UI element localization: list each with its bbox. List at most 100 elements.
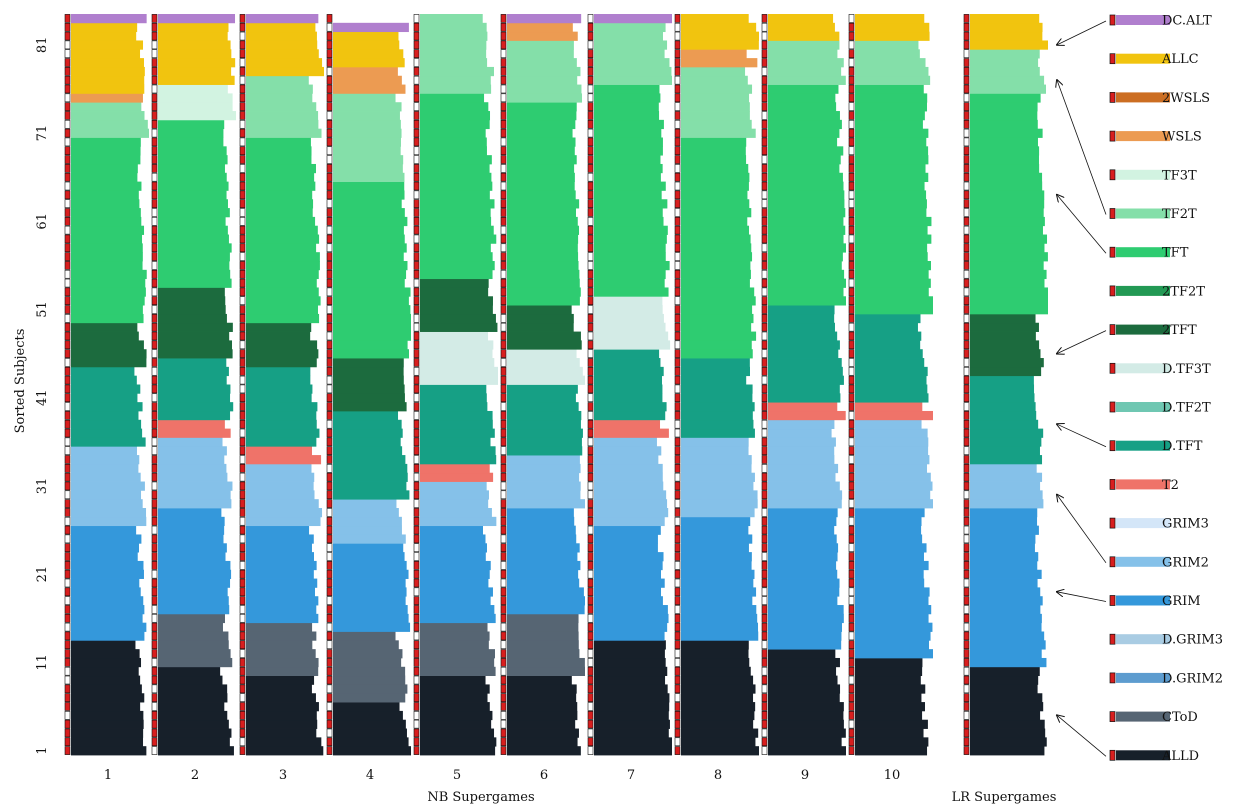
bar-alld <box>158 737 230 747</box>
indicator-cell <box>239 613 246 623</box>
indicator-cell <box>413 446 420 455</box>
bar-alld <box>970 719 1045 729</box>
indicator-cell <box>674 102 681 111</box>
indicator-cell <box>761 393 768 403</box>
legend-indicator <box>1109 711 1116 722</box>
legend-indicator <box>1109 246 1116 258</box>
indicator-cell <box>64 340 71 350</box>
bar-tft <box>681 322 752 332</box>
indicator-cell <box>761 340 768 350</box>
bar-tft <box>333 199 402 209</box>
indicator-cell <box>587 587 594 597</box>
bar-tft <box>246 296 321 306</box>
indicator-cell <box>761 358 768 367</box>
indicator-cell <box>326 463 333 473</box>
bar-d-tft <box>507 428 583 438</box>
indicator-cell <box>500 331 507 341</box>
indicator-cell <box>500 746 507 755</box>
bar-alld <box>594 728 669 738</box>
bar-ctod <box>158 631 229 641</box>
bar-grim <box>970 508 1038 518</box>
bar-tf2t <box>768 49 838 59</box>
bar-alld <box>71 719 144 729</box>
indicator-cell <box>674 14 681 23</box>
indicator-cell <box>326 31 333 41</box>
indicator-cell <box>500 658 507 667</box>
bar-tft <box>855 163 926 174</box>
indicator-cell <box>963 146 970 156</box>
indicator-cell <box>151 22 158 32</box>
indicator-cell <box>239 146 246 156</box>
indicator-cell <box>413 331 420 341</box>
indicator-cell <box>326 278 333 288</box>
bar-grim2 <box>594 508 669 518</box>
bar-ctod <box>333 640 399 650</box>
bar-ctod <box>333 657 402 668</box>
bar-tft <box>71 234 143 244</box>
indicator-cell <box>239 172 246 182</box>
indicator-cell <box>326 525 333 535</box>
x-tick-label: 2 <box>191 768 199 783</box>
bar-tft <box>768 199 845 209</box>
bar-d-tft <box>681 366 750 377</box>
bar-tf2t <box>507 49 574 59</box>
bar-grim2 <box>71 455 140 465</box>
indicator-cell <box>64 14 71 23</box>
bar-grim <box>681 605 757 615</box>
indicator-cell <box>848 437 855 447</box>
indicator-cell <box>674 31 681 41</box>
indicator-cell <box>326 746 333 755</box>
panel-nb-7: 7 <box>587 14 672 783</box>
bar-d-tft <box>507 437 582 447</box>
legend-swatch <box>1116 131 1170 142</box>
bar-grim <box>507 552 578 562</box>
indicator-cell <box>761 314 768 323</box>
indicator-cell <box>413 516 420 526</box>
bar-tft <box>420 163 490 174</box>
bar-grim <box>507 569 579 579</box>
indicator-cell <box>963 172 970 182</box>
bar-d-tft <box>420 402 488 412</box>
bar-d-tf3t <box>507 366 583 377</box>
indicator-cell <box>64 613 71 623</box>
legend-swatch <box>1116 672 1170 683</box>
y-tick-label: 81 <box>35 37 50 54</box>
bar-allc <box>333 49 404 59</box>
indicator-cell <box>761 481 768 491</box>
bar-tft <box>681 146 746 156</box>
bar-d-tft <box>768 375 844 385</box>
bar-alld <box>507 675 572 685</box>
indicator-cell <box>761 164 768 173</box>
indicator-cell <box>963 437 970 447</box>
bar-grim <box>594 569 662 579</box>
indicator-cell <box>674 534 681 544</box>
bar-alld <box>855 746 928 756</box>
bar-alld <box>71 746 147 756</box>
bar-tft <box>246 208 313 218</box>
bar-tf2t <box>420 49 487 59</box>
indicator-cell <box>413 455 420 464</box>
indicator-cell <box>239 216 246 226</box>
bar-tft <box>594 84 660 94</box>
indicator-cell <box>64 208 71 217</box>
bar-d-tft <box>855 340 921 350</box>
bar-grim <box>420 605 495 615</box>
bar-alld <box>681 728 759 738</box>
bar-2tft <box>71 331 139 341</box>
indicator-cell <box>326 596 333 605</box>
indicator-cell <box>151 561 158 570</box>
indicator-cell <box>413 128 420 138</box>
indicator-cell <box>239 737 246 747</box>
bar-tft <box>768 172 843 183</box>
legend-indicator <box>1109 285 1116 297</box>
legend-item-ctod: CToD <box>1109 710 1198 725</box>
legend-label: GRIM <box>1162 594 1201 609</box>
bar-alld <box>420 737 497 747</box>
bar-grim <box>246 587 315 597</box>
bar-tft <box>507 243 578 253</box>
bar-d-tft <box>594 375 663 385</box>
bar-grim <box>246 543 312 553</box>
indicator-cell <box>848 190 855 200</box>
indicator-cell <box>326 737 333 747</box>
bar-grim <box>246 596 319 606</box>
